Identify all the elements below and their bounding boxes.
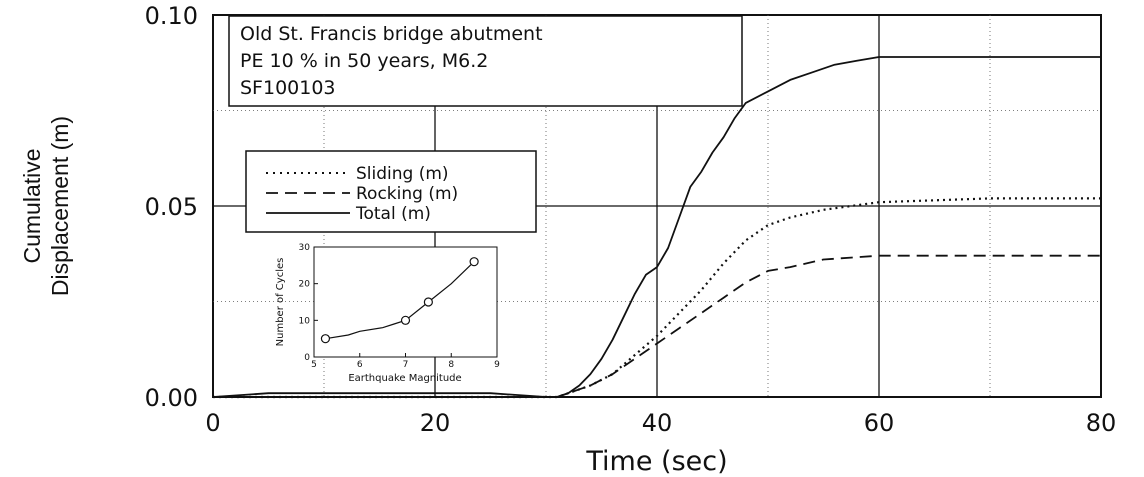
inset-x-tick-label: 9 bbox=[494, 360, 500, 370]
inset-data-point bbox=[320, 334, 331, 344]
annotation-line1: Old St. Francis bridge abutment bbox=[240, 23, 543, 45]
inset-data-point bbox=[400, 315, 411, 325]
y-axis-title-line1: Cumulative bbox=[19, 148, 45, 263]
y-tick-label: 0.00 bbox=[145, 384, 198, 412]
x-tick-label: 60 bbox=[864, 409, 895, 437]
inset-y-tick-label: 0 bbox=[304, 353, 310, 363]
annotation-box: Old St. Francis bridge abutment PE 10 % … bbox=[228, 15, 743, 107]
x-axis-title: Time (sec) bbox=[585, 446, 727, 477]
legend-label-rocking: Rocking (m) bbox=[356, 184, 458, 204]
legend-label-total: Total (m) bbox=[355, 204, 431, 224]
annotation-line3: SF100103 bbox=[240, 77, 336, 99]
inset-series bbox=[320, 257, 479, 344]
inset-tick-labels: 5 6 7 8 9 0 10 20 30 bbox=[299, 243, 501, 370]
y-tick-label: 0.10 bbox=[145, 2, 198, 30]
y-tick-label: 0.05 bbox=[145, 193, 198, 221]
annotation-line2: PE 10 % in 50 years, M6.2 bbox=[240, 50, 488, 72]
legend: Sliding (m) Rocking (m) Total (m) bbox=[245, 150, 537, 233]
legend-label-sliding: Sliding (m) bbox=[356, 164, 449, 184]
series-line-total bbox=[212, 56, 1101, 398]
x-tick-label: 0 bbox=[205, 409, 220, 437]
inset-x-tick-label: 8 bbox=[448, 360, 454, 370]
inset-y-tick-label: 30 bbox=[299, 243, 311, 253]
x-tick-label: 40 bbox=[642, 409, 673, 437]
inset-x-axis-title: Earthquake Magnitude bbox=[348, 373, 461, 384]
inset-data-point bbox=[423, 297, 433, 307]
inset-frame bbox=[313, 246, 498, 358]
x-tick-label: 80 bbox=[1086, 409, 1117, 437]
x-tick-label: 20 bbox=[420, 409, 451, 437]
inset-chart: 5 6 7 8 9 0 10 20 30 Earthquake Magnitude Number… bbox=[275, 243, 500, 384]
series-layer bbox=[212, 56, 1101, 399]
inset-y-tick-label: 20 bbox=[299, 280, 311, 290]
inset-x-tick-label: 7 bbox=[403, 360, 409, 370]
inset-series-line bbox=[325, 261, 475, 340]
y-axis-title-line2: Displacement (m) bbox=[47, 116, 73, 296]
inset-y-axis-title: Number of Cycles bbox=[275, 258, 286, 347]
inset-x-tick-label: 6 bbox=[357, 360, 363, 370]
inset-y-tick-label: 10 bbox=[299, 316, 311, 326]
tick-labels: 0 20 40 60 800.000.050.10 bbox=[145, 2, 1117, 437]
inset-data-point bbox=[469, 257, 479, 267]
series-line-sliding bbox=[213, 197, 1101, 399]
inset-x-tick-label: 5 bbox=[311, 360, 317, 370]
